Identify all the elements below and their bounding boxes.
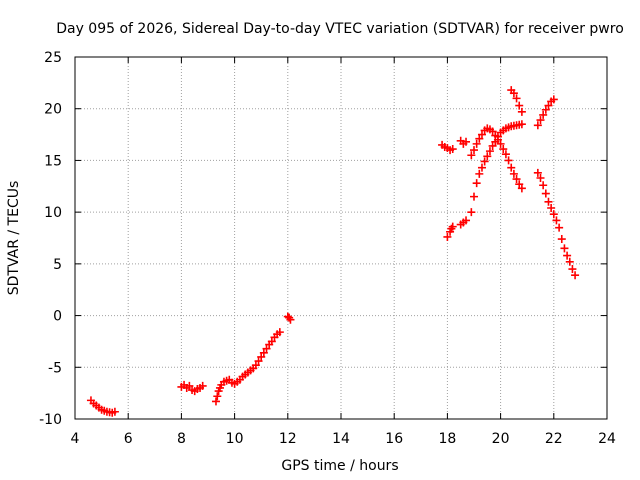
data-point-arc-9	[480, 157, 489, 166]
data-point-arc-10	[517, 184, 526, 193]
data-point-arc-10	[475, 134, 484, 143]
data-point-arc-13	[557, 235, 566, 244]
data-point-arc-13	[568, 265, 577, 274]
x-tick-label: 12	[279, 431, 297, 447]
data-point-arc-3	[213, 392, 222, 401]
data-point-arc-10	[507, 163, 516, 172]
x-axis-label: GPS time / hours	[281, 458, 398, 474]
x-tick-label: 14	[332, 431, 350, 447]
data-point-arc-6	[448, 222, 457, 231]
data-point-arc-5	[448, 145, 457, 154]
data-point-arc-8	[462, 137, 471, 146]
data-point-arc-13	[552, 216, 561, 225]
data-point-arc-13	[536, 174, 545, 183]
data-point-arc-10	[488, 127, 497, 136]
y-tick-label: 20	[44, 102, 62, 118]
data-points	[86, 86, 580, 417]
data-point-arc-9	[470, 192, 478, 201]
data-point-arc-3	[275, 328, 284, 337]
data-point-arc-10	[496, 139, 505, 148]
x-tick-label: 20	[492, 431, 510, 447]
data-point-arc-10	[509, 169, 518, 178]
data-point-arc-13	[539, 181, 548, 190]
y-tick-label: 25	[44, 50, 62, 66]
x-tick-label: 24	[598, 431, 616, 447]
data-point-arc-9	[467, 208, 476, 217]
data-point-arc-11	[517, 107, 526, 116]
data-point-arc-12	[544, 101, 553, 110]
data-point-arc-13	[563, 251, 572, 260]
plot-frame	[74, 56, 608, 420]
data-point-arc-10	[477, 130, 486, 139]
data-point-arc-9	[488, 141, 497, 150]
x-tick-label: 6	[124, 431, 133, 447]
y-tick-label: -10	[39, 412, 62, 428]
data-point-arc-12	[533, 121, 542, 130]
data-point-arc-12	[541, 105, 550, 114]
y-tick-label: 10	[44, 205, 62, 221]
x-tick-label: 10	[226, 431, 244, 447]
data-point-arc-9	[485, 147, 494, 156]
data-point-arc-13	[541, 189, 550, 198]
data-point-arc-13	[555, 223, 564, 232]
data-point-arc-3	[211, 397, 220, 406]
data-point-arc-4	[286, 315, 295, 324]
data-point-arc-13	[560, 244, 569, 253]
data-point-arc-2	[198, 381, 207, 390]
data-point-arc-10	[504, 156, 513, 165]
data-point-arc-10	[499, 145, 508, 154]
y-axis-label: SDTVAR / TECUs	[6, 181, 22, 296]
data-point-arc-3	[259, 348, 268, 357]
data-point-arc-1	[110, 407, 119, 416]
x-tick-label: 8	[177, 431, 186, 447]
data-point-arc-13	[547, 204, 556, 213]
x-tick-label: 18	[438, 431, 456, 447]
data-point-arc-13	[549, 210, 558, 219]
data-point-arc-3	[262, 344, 271, 353]
data-point-arc-9	[472, 179, 481, 188]
data-point-arc-10	[512, 175, 521, 184]
data-point-arc-3	[251, 361, 260, 370]
chart-title: Day 095 of 2026, Sidereal Day-to-day VTE…	[56, 21, 624, 37]
data-point-arc-2	[185, 381, 194, 390]
x-tick-label: 16	[385, 431, 403, 447]
grid-lines	[75, 57, 607, 419]
data-point-arc-9	[483, 152, 492, 161]
y-tick-label: 5	[53, 257, 62, 273]
data-point-arc-13	[571, 271, 580, 280]
data-point-arc-12	[539, 110, 548, 119]
y-tick-label: 15	[44, 153, 62, 169]
axis-ticks	[74, 56, 608, 420]
data-point-arc-10	[515, 180, 524, 189]
data-point-arc-3	[254, 357, 263, 366]
data-point-arc-9	[477, 163, 486, 172]
data-point-arc-11	[515, 101, 524, 110]
data-point-arc-10	[467, 151, 476, 160]
data-point-arc-12	[536, 116, 545, 125]
x-tick-label: 4	[71, 431, 80, 447]
data-point-arc-3	[267, 337, 276, 346]
y-tick-label: -5	[48, 360, 62, 376]
x-tick-labels: 4 6 8 10 12 14 16 18 20 22 24	[71, 431, 616, 447]
data-point-arc-13	[565, 257, 574, 266]
data-point-arc-10	[470, 146, 478, 155]
data-point-arc-10	[493, 135, 502, 144]
data-point-arc-3	[257, 352, 266, 361]
data-point-arc-9	[475, 169, 484, 178]
data-point-arc-12	[549, 95, 558, 104]
data-point-arc-10	[491, 131, 500, 140]
data-point-arc-13	[544, 197, 553, 206]
data-point-arc-10	[501, 150, 510, 159]
data-point-arc-11	[509, 89, 518, 98]
data-point-arc-13	[533, 168, 542, 177]
y-tick-labels: -10 -5 0 5 10 15 20 25	[39, 50, 62, 428]
x-tick-label: 22	[545, 431, 563, 447]
y-tick-label: 0	[53, 309, 62, 325]
data-point-arc-6	[443, 232, 452, 241]
data-point-arc-10	[472, 139, 481, 148]
data-point-arc-7	[462, 216, 471, 225]
data-point-arc-9	[517, 120, 526, 129]
data-point-arc-11	[512, 94, 521, 103]
